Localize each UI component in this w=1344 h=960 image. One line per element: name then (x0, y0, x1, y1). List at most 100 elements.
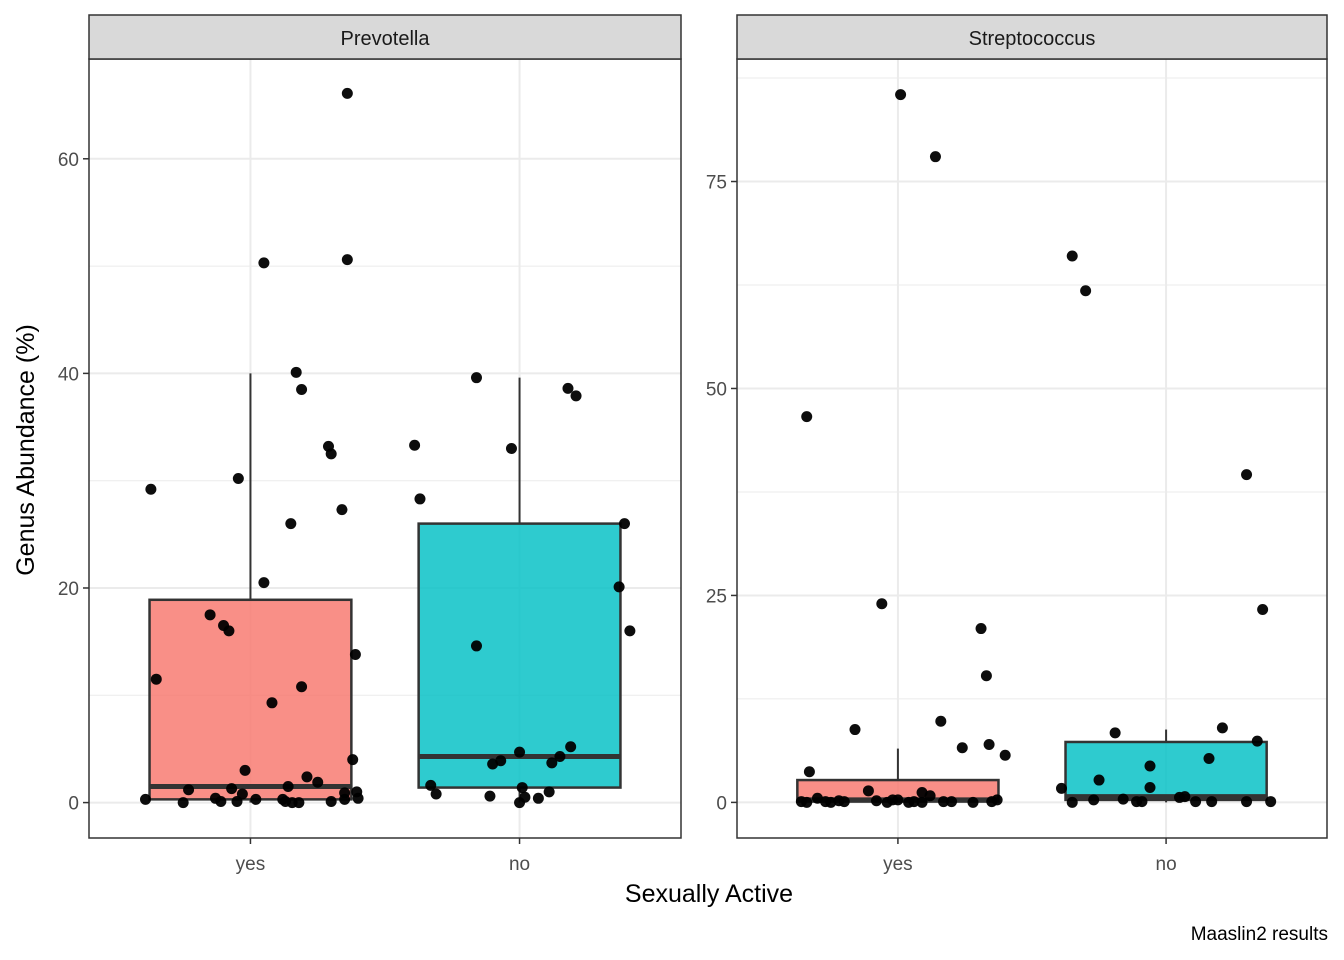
y-tick-label: 0 (68, 794, 79, 815)
box-body (148, 598, 353, 801)
data-point (250, 793, 262, 805)
data-point (532, 792, 544, 804)
data-point (495, 755, 507, 767)
data-point (347, 754, 359, 766)
data-point (183, 784, 195, 796)
data-point (570, 390, 582, 402)
data-point (325, 448, 337, 460)
y-tick-label: 25 (706, 586, 727, 607)
data-point (140, 793, 152, 805)
y-tick-label: 0 (716, 793, 727, 814)
data-point (177, 797, 189, 809)
data-point (967, 796, 979, 808)
data-point (236, 788, 248, 800)
data-point (1251, 735, 1263, 747)
data-point (409, 439, 421, 451)
data-point (1144, 760, 1156, 772)
data-point (543, 786, 555, 798)
data-point (341, 87, 353, 99)
data-point (204, 609, 216, 621)
data-point (1203, 753, 1215, 765)
y-axis-title: Genus Abundance (%) (12, 324, 40, 576)
data-point (349, 649, 361, 661)
data-point (935, 715, 947, 727)
data-point (991, 794, 1003, 806)
facet-strip (88, 14, 682, 60)
facet-strip-label: Streptococcus (969, 28, 1096, 50)
y-tick-label: 40 (58, 364, 79, 385)
x-tick-label: no (509, 854, 530, 875)
x-tick-label: yes (883, 854, 913, 875)
data-point (929, 151, 941, 163)
data-point (519, 791, 531, 803)
data-point (938, 796, 949, 808)
facet-strip-label: Prevotella (341, 28, 431, 50)
data-point (1066, 796, 1078, 808)
data-point (562, 382, 574, 394)
data-point (414, 493, 426, 505)
data-point (1136, 796, 1148, 808)
data-point (1144, 782, 1156, 794)
data-point (290, 366, 302, 378)
data-point (1241, 796, 1253, 808)
data-point (223, 625, 235, 637)
data-point (1056, 782, 1067, 794)
box-body (417, 522, 622, 789)
data-point (1241, 469, 1253, 481)
data-point (999, 749, 1011, 761)
data-point (956, 742, 968, 754)
data-point (946, 796, 958, 808)
y-tick-label: 60 (58, 150, 79, 171)
data-point (505, 443, 517, 454)
data-point (895, 89, 907, 101)
data-point (801, 411, 813, 423)
data-point (282, 780, 294, 792)
data-point (1257, 604, 1269, 616)
y-tick-label: 75 (706, 173, 727, 194)
data-point (876, 598, 888, 610)
data-point (516, 782, 528, 794)
data-point (624, 625, 636, 637)
data-point (1117, 793, 1129, 805)
y-tick-label: 20 (58, 579, 79, 600)
data-point (803, 766, 815, 778)
chart-caption: Maaslin2 results (1191, 924, 1328, 945)
data-point (924, 790, 936, 802)
x-tick-label: no (1156, 854, 1177, 875)
data-point (215, 796, 227, 808)
data-point (312, 776, 324, 788)
data-point (341, 254, 353, 266)
data-point (514, 746, 526, 758)
data-point (285, 518, 297, 530)
data-point (296, 681, 308, 693)
data-point (470, 372, 482, 384)
data-point (470, 640, 482, 652)
data-point (336, 504, 348, 516)
data-point (1206, 796, 1218, 808)
data-point (613, 581, 625, 593)
data-point (1093, 774, 1105, 786)
data-point (1265, 796, 1277, 808)
data-point (1080, 285, 1092, 297)
data-point (301, 771, 313, 783)
data-point (801, 796, 813, 808)
data-point (618, 518, 630, 530)
data-point (980, 670, 992, 682)
data-point (1109, 727, 1121, 739)
data-point (870, 795, 882, 807)
data-point (430, 788, 442, 800)
data-point (546, 757, 558, 769)
data-point (145, 483, 157, 495)
data-point (554, 750, 566, 762)
box-no (1064, 729, 1268, 803)
panel-background (737, 59, 1327, 838)
panel-streptococcus: Streptococcus 0 25 50 75 yes no (706, 14, 1328, 875)
data-point (838, 796, 850, 808)
panel-prevotella: Prevotella 0 20 40 60 yes no (58, 14, 682, 875)
data-point (266, 697, 278, 709)
data-point (916, 796, 928, 808)
box-yes (148, 373, 353, 803)
data-point (849, 724, 861, 736)
data-point (150, 673, 162, 685)
